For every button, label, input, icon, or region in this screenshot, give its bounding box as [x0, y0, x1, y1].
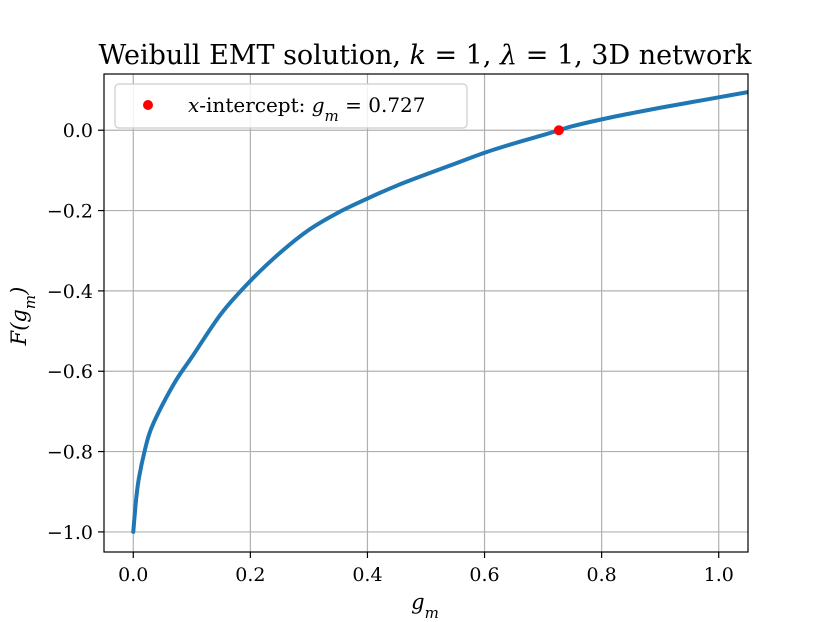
legend: x-intercept: gm = 0.727 — [114, 83, 468, 129]
y-tick-label: −0.6 — [47, 361, 93, 383]
intercept-point — [553, 125, 564, 136]
title-part-1: Weibull EMT solution, — [98, 40, 409, 71]
legend-g-symbol: g — [312, 93, 325, 117]
y-axis-label-sub: m — [21, 295, 39, 309]
x-axis-label: gm — [411, 590, 439, 622]
x-tick-label: 0.4 — [352, 564, 382, 586]
x-tick-label: 1.0 — [704, 564, 734, 586]
legend-marker — [143, 100, 153, 110]
y-tick-label: −0.4 — [47, 281, 93, 303]
ticks: 0.0 0.2 0.4 0.6 0.8 1.0 −1.0 −0.8 −0.6 −0.4 −0.2 0.… — [47, 120, 734, 586]
axes-frame — [103, 73, 749, 553]
series-line-curve — [131, 90, 748, 534]
y-tick-label: −0.8 — [47, 442, 93, 464]
title-k-symbol: k — [410, 40, 426, 71]
x-tick-label: 0.6 — [469, 564, 499, 586]
y-tick-label: −0.2 — [47, 201, 93, 223]
x-tick-label: 0.0 — [118, 564, 148, 586]
series-layer — [131, 90, 748, 534]
y-axis-label-close: ) — [7, 287, 31, 296]
x-axis-label-sub: m — [425, 604, 439, 622]
y-axis-label: F(gm) — [7, 287, 39, 347]
x-tick-label: 0.2 — [235, 564, 265, 586]
x-tick-label: 0.8 — [587, 564, 617, 586]
title-lambda-symbol: λ — [499, 40, 517, 71]
y-tick-label: −1.0 — [47, 522, 93, 544]
chart-title: Weibull EMT solution, k = 1, λ = 1, 3D n… — [98, 40, 752, 71]
legend-text-2: = 0.727 — [339, 93, 426, 117]
title-part-3: = 1, 3D network — [517, 40, 752, 71]
grid-lines — [104, 74, 748, 552]
legend-label: x-intercept: gm = 0.727 — [188, 93, 426, 125]
legend-g-sub: m — [325, 107, 339, 125]
title-part-2: = 1, — [426, 40, 500, 71]
y-tick-label: 0.0 — [63, 120, 93, 142]
legend-box — [114, 83, 468, 129]
legend-x-symbol: x — [188, 93, 199, 117]
legend-text-1: -intercept: — [199, 93, 311, 117]
